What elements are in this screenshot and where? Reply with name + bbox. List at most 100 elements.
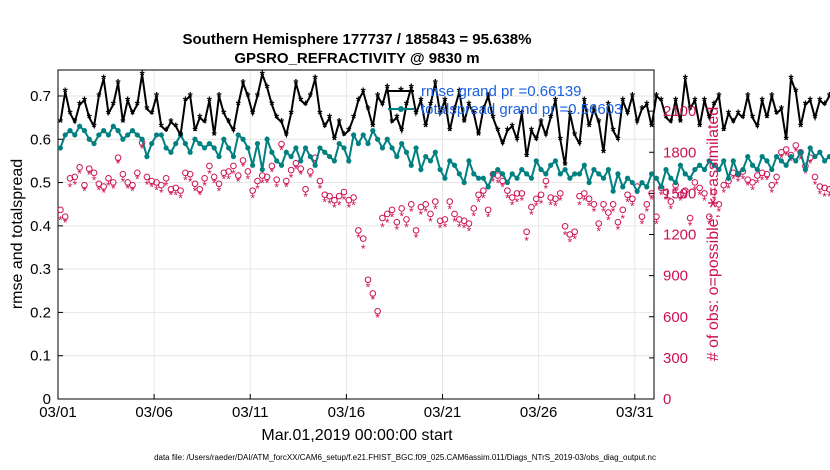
obs-assimilated-point: *	[620, 212, 625, 226]
rmse-point: *	[721, 124, 727, 139]
rmse-point: *	[490, 111, 496, 126]
obs-assimilated-point: *	[745, 179, 750, 193]
obs-possible-point	[273, 176, 280, 183]
obs-assimilated-point: *	[385, 216, 390, 230]
obs-possible-point	[398, 205, 405, 212]
rmse-point: *	[356, 93, 362, 108]
obs-assimilated-point: *	[193, 185, 198, 199]
obs-possible-point	[624, 191, 631, 199]
obs-assimilated-point: *	[308, 171, 313, 185]
totalspread-point	[134, 132, 140, 138]
y-tick-label: 0	[43, 391, 51, 408]
totalspread-point	[721, 158, 727, 164]
totalspread-point	[86, 136, 92, 142]
rmse-point: *	[563, 158, 569, 173]
totalspread-point	[557, 171, 563, 177]
obs-assimilated-point: *	[784, 149, 789, 163]
totalspread-series	[57, 123, 830, 194]
rmse-point: *	[514, 132, 520, 147]
rmse-point: *	[178, 128, 184, 143]
obs-assimilated-point: *	[149, 181, 154, 195]
obs-assimilated-point: *	[231, 167, 236, 181]
totalspread-point	[144, 153, 150, 160]
x-tick-label: 03/26	[520, 404, 558, 421]
obs-assimilated-point: *	[207, 167, 212, 181]
obs-assimilated-point: *	[106, 179, 111, 193]
obs-possible-point	[230, 162, 237, 170]
totalspread-point	[384, 136, 390, 142]
obs-possible-point	[446, 198, 454, 205]
obs-possible-point	[119, 170, 127, 178]
obs-possible-point	[571, 228, 578, 236]
totalspread-point	[822, 158, 828, 164]
obs-assimilated-point: *	[221, 172, 226, 186]
rmse-point: *	[764, 111, 770, 126]
rmse-point: *	[668, 115, 674, 130]
obs-possible-point	[340, 188, 348, 196]
rmse-point: *	[466, 98, 472, 113]
obs-assimilated-point: *	[587, 200, 592, 214]
obs-possible-point	[263, 173, 271, 181]
obs-possible-point	[749, 179, 756, 186]
rmse-point: *	[87, 111, 93, 126]
rmse-point: *	[197, 111, 203, 126]
totalspread-point	[139, 136, 145, 142]
y-tick-label: 0.3	[30, 261, 51, 278]
obs-possible-point	[528, 203, 535, 211]
obs-assimilated-point: *	[58, 213, 63, 227]
obs-possible-point	[316, 177, 324, 185]
rmse-point: *	[154, 89, 160, 104]
obs-assimilated-point: *	[197, 189, 202, 203]
obs-assimilated-point: *	[438, 222, 443, 236]
obs-possible-point	[57, 206, 64, 214]
obs-possible-point	[355, 227, 362, 234]
obs-possible-point	[403, 216, 410, 223]
rmse-point: *	[226, 115, 232, 130]
obs-possible-point	[667, 198, 675, 205]
totalspread-point	[562, 166, 568, 173]
rmse-point: *	[779, 102, 785, 117]
x-tick-label: 03/21	[424, 404, 462, 421]
rmse-point: *	[221, 106, 227, 121]
totalspread-point	[788, 153, 794, 160]
obs-assimilated-point: *	[726, 182, 731, 196]
totalspread-point	[375, 136, 381, 142]
totalspread-point	[288, 153, 294, 160]
rmse-point: *	[308, 89, 314, 104]
totalspread-point	[634, 188, 640, 194]
totalspread-point	[490, 171, 496, 177]
rmse-point: *	[92, 119, 98, 134]
obs-assimilated-point: *	[649, 193, 654, 207]
obs-assimilated-point: *	[798, 153, 803, 167]
y2-tick-label: 1800	[663, 144, 696, 161]
totalspread-point	[759, 153, 765, 160]
rmse-point: *	[476, 128, 482, 143]
totalspread-point	[437, 166, 443, 173]
rmse-point: *	[159, 119, 165, 134]
rmse-point: *	[447, 124, 453, 139]
obs-possible-point	[215, 180, 223, 188]
obs-assimilated-point: *	[539, 197, 544, 211]
obs-possible-point	[244, 168, 252, 175]
obs-assimilated-point: *	[169, 189, 174, 203]
rmse-point: *	[322, 119, 328, 134]
chart-title-line1: Southern Hemisphere 177737 / 185843 = 95…	[183, 31, 532, 48]
obs-possible-point	[254, 177, 261, 185]
obs-assimilated-point: *	[390, 211, 395, 225]
y2-tick-label: 1200	[663, 227, 696, 244]
obs-assimilated-point: *	[159, 186, 164, 200]
rmse-point: *	[553, 93, 559, 108]
totalspread-point	[312, 162, 318, 168]
x-axis-ticks: 03/01 03/06 03/11 03/16 03/21 03/26 03/31	[39, 394, 654, 421]
obs-possible-point	[153, 179, 160, 186]
rmse-point: *	[96, 89, 102, 104]
y2-tick-label: 2100	[663, 103, 696, 120]
rmse-point: *	[798, 119, 804, 134]
totalspread-point	[509, 171, 515, 177]
rmse-point: *	[255, 89, 261, 104]
rmse-point: *	[519, 106, 525, 121]
rmse-point: *	[457, 85, 463, 100]
rmse-point: *	[726, 106, 732, 121]
y2-tick-label: 600	[663, 309, 688, 326]
totalspread-point	[163, 145, 169, 151]
